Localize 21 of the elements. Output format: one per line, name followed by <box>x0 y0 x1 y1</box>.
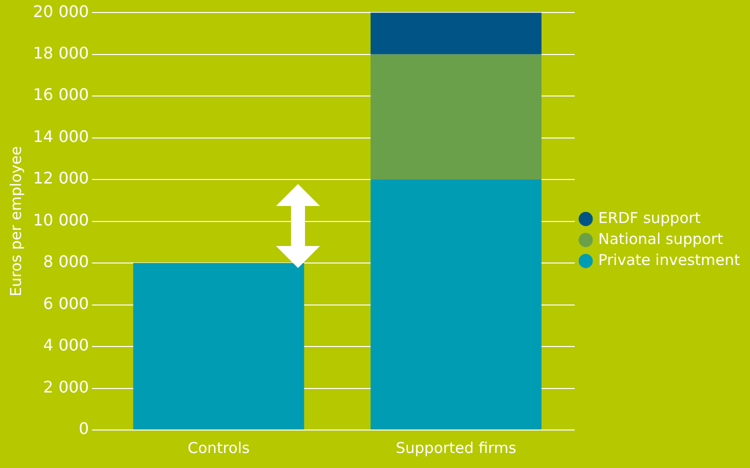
y-tick-label: 2 000 <box>43 377 89 396</box>
y-axis-title: Euros per employee <box>6 146 25 296</box>
legend-label: National support <box>598 230 724 248</box>
y-tick-label: 14 000 <box>33 126 89 146</box>
y-tick-label: 20 000 <box>33 2 89 21</box>
y-tick-label: 16 000 <box>33 85 89 104</box>
x-tick-label: Controls <box>188 438 250 457</box>
y-tick-label: 6 000 <box>43 294 89 313</box>
y-tick-label: 18 000 <box>33 43 89 62</box>
legend-label: Private investment <box>598 250 740 269</box>
bar <box>133 263 304 430</box>
y-tick-label: 12 000 <box>33 168 89 188</box>
y-tick-label: 10 000 <box>33 210 89 230</box>
legend-label: ERDF support <box>598 208 701 227</box>
y-tick-label: 8 000 <box>43 252 89 272</box>
y-tick-label: 0 <box>78 419 89 438</box>
bar <box>370 12 542 54</box>
y-tick-label: 4 000 <box>43 336 89 355</box>
x-tick-label: Supported firms <box>396 438 517 457</box>
bar <box>370 54 542 180</box>
bar <box>370 180 542 430</box>
